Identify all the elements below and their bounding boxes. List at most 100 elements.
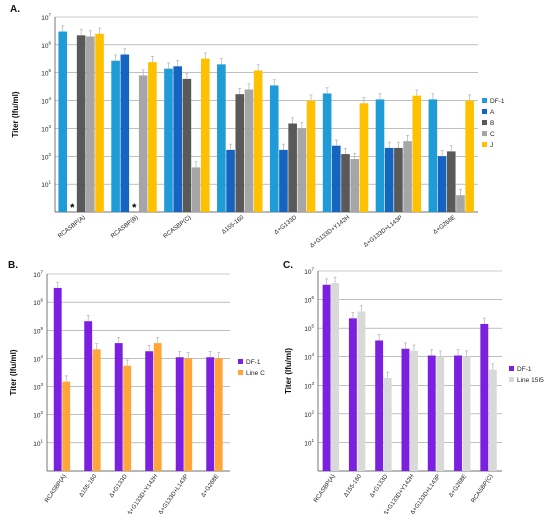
legend-swatch [482, 109, 487, 114]
x-tick-label: Δ+G133D+Y142H [383, 474, 416, 514]
y-tick-exponent: 6 [48, 40, 51, 45]
y-tick-exponent: 4 [40, 354, 43, 359]
bar [454, 355, 462, 471]
y-axis-title: Titer (Ifu/ml) [9, 349, 18, 395]
legend-label: Line 15I5 [517, 377, 544, 384]
bar [322, 93, 332, 212]
legend-label: DF-1 [246, 359, 261, 366]
x-tick-label: Δ155-160 [343, 473, 363, 498]
bar [164, 68, 173, 212]
bar [394, 147, 403, 212]
bar [95, 33, 104, 213]
x-tick-label: Δ+G133D [274, 214, 299, 235]
bar [153, 343, 162, 471]
bar [375, 99, 385, 212]
x-tick-label: Δ+G133D+L143P [410, 474, 442, 514]
y-tick-exponent: 1 [40, 438, 43, 443]
legend-label: J [490, 142, 493, 149]
x-tick-label: RCASBP(C) [163, 215, 193, 240]
bar [244, 89, 254, 212]
bar [357, 311, 366, 471]
bar [384, 147, 394, 212]
y-tick-exponent: 7 [48, 13, 51, 18]
y-tick-exponent: 2 [48, 152, 51, 157]
legend-swatch [509, 377, 514, 382]
bar [53, 287, 62, 471]
bar [341, 154, 350, 212]
y-tick-label: 107 [33, 270, 43, 280]
y-axis-title: Titer (Ifu/ml) [11, 91, 20, 137]
x-tick-label: Δ+G133D [369, 473, 390, 499]
legend-label: C [490, 131, 495, 138]
y-tick-exponent: 5 [40, 326, 43, 331]
y-tick-label: 104 [33, 354, 43, 364]
legend-label: DF-1 [490, 98, 505, 105]
bar [182, 78, 192, 213]
x-tick-label: RCASBP(C) [471, 474, 495, 504]
y-tick-label: 101 [304, 438, 314, 448]
legend-swatch [482, 98, 487, 103]
x-tick-label: Δ+G268E [200, 474, 220, 499]
bar [350, 158, 360, 212]
y-tick-exponent: 6 [40, 298, 43, 303]
y-tick-label: 106 [33, 298, 43, 308]
y-tick-label: 104 [41, 96, 51, 106]
y-tick-exponent: 3 [40, 382, 43, 387]
x-tick-label: Δ+G133D+L143P [158, 474, 190, 514]
panel-label: B. [8, 260, 18, 271]
bar [145, 351, 154, 471]
legend-swatch [482, 142, 487, 147]
x-tick-label: RCASBP(A) [44, 474, 68, 504]
bar [206, 357, 215, 471]
bar [123, 365, 132, 471]
y-tick-exponent: 1 [311, 438, 314, 443]
bar [200, 58, 210, 213]
bar [175, 357, 184, 471]
bar [456, 195, 465, 212]
bar [62, 381, 71, 471]
asterisk-marker: * [132, 202, 137, 214]
y-tick-exponent: 2 [311, 409, 314, 414]
y-tick-label: 106 [304, 295, 314, 305]
legend-label: B [490, 120, 494, 127]
bar [92, 349, 101, 471]
y-tick-label: 105 [33, 326, 43, 336]
bar [412, 95, 422, 212]
legend-label: A [490, 109, 495, 116]
bar [446, 151, 456, 212]
bar [437, 156, 447, 212]
y-tick-exponent: 1 [48, 180, 51, 185]
bar [214, 358, 223, 471]
bar [269, 85, 279, 212]
y-tick-label: 106 [41, 40, 51, 50]
x-tick-label: RCASBP(A) [57, 215, 86, 240]
bar [332, 145, 341, 212]
y-tick-exponent: 7 [311, 267, 314, 272]
bar [279, 149, 288, 212]
bar [322, 284, 331, 471]
bar [348, 318, 357, 471]
bar [375, 340, 384, 471]
bar [403, 141, 412, 212]
y-tick-label: 105 [41, 68, 51, 78]
legend-swatch [238, 359, 243, 364]
x-tick-label: Δ+G268E [448, 474, 468, 499]
bar [359, 103, 369, 212]
asterisk-marker: * [70, 202, 75, 214]
bar [383, 377, 392, 471]
chart-panel-2: C. 101 102 103 104 105 106 107 Titer (Ifu/ml) RCA… [283, 260, 544, 514]
legend-swatch [238, 370, 243, 375]
x-tick-label: RCASBP(A) [313, 474, 337, 504]
x-tick-label: Δ+G133D+L143P [363, 215, 404, 249]
y-tick-label: 107 [304, 267, 314, 277]
bar [427, 355, 436, 471]
bar [173, 66, 182, 212]
bar [111, 60, 120, 212]
y-axis-title: Titer (Ifu/ml) [284, 348, 293, 394]
bar [138, 75, 148, 212]
bar [76, 35, 86, 213]
y-tick-label: 104 [304, 352, 314, 362]
x-tick-label: Δ+G268E [432, 215, 456, 236]
